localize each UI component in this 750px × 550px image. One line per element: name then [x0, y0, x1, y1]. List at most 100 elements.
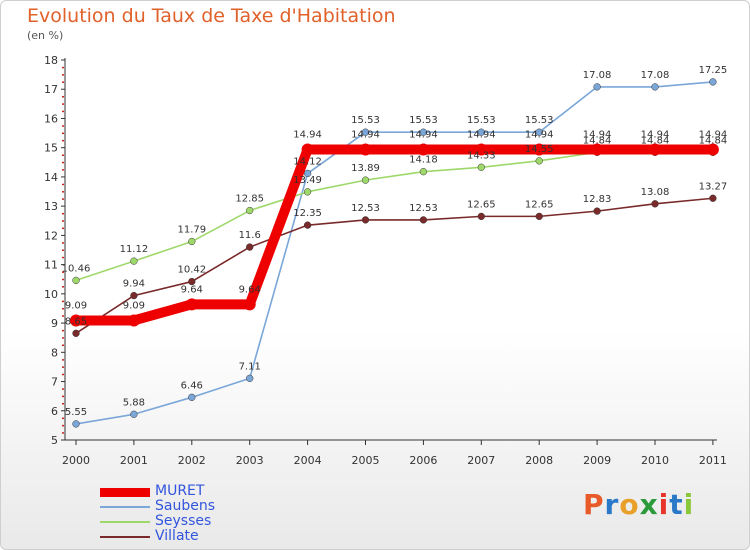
line-chart: 5 6 7 8 9 10 11 12 13 14 15 16 17 18 2000 2001 2002 2003 2… — [44, 54, 728, 467]
x-tick-label: 2003 — [236, 454, 264, 467]
data-label: 14.18 — [409, 155, 438, 166]
y-minor-tick — [62, 300, 64, 303]
data-label: 15.53 — [525, 115, 554, 126]
y-minor-tick — [62, 286, 64, 288]
data-label: 13.89 — [351, 163, 380, 174]
data-point — [475, 143, 488, 156]
y-minor-tick — [62, 220, 64, 222]
data-point — [361, 128, 370, 136]
y-minor-tick — [62, 74, 64, 76]
data-label: 15.53 — [467, 115, 496, 126]
y-minor-tick — [62, 307, 64, 310]
y-minor-tick — [62, 337, 64, 339]
x-tick-label: 2000 — [62, 454, 90, 467]
data-point — [303, 221, 312, 229]
data-label: 14.94 — [409, 129, 438, 140]
data-point — [130, 257, 138, 265]
y-tick-label: 14 — [44, 171, 58, 184]
data-label: 9.09 — [123, 300, 145, 311]
y-minor-tick — [62, 227, 64, 230]
legend-swatch — [100, 521, 150, 523]
data-point — [709, 194, 717, 202]
y-minor-tick — [62, 96, 64, 98]
data-label: 6.46 — [181, 380, 203, 391]
data-label: 17.08 — [583, 70, 612, 81]
y-minor-tick — [62, 278, 64, 281]
y-minor-tick — [62, 81, 64, 83]
y-tick-label: 17 — [44, 83, 58, 96]
data-label: 5.88 — [123, 397, 145, 408]
data-label: 13.27 — [699, 181, 728, 192]
y-minor-tick — [62, 344, 64, 346]
data-point — [419, 216, 428, 224]
data-label: 7.11 — [239, 361, 261, 372]
y-tick-label: 12 — [44, 229, 58, 242]
data-label: 17.08 — [641, 70, 670, 81]
legend-label: Villate — [155, 528, 199, 544]
x-tick-label: 2009 — [583, 454, 611, 467]
y-minor-tick — [62, 373, 64, 376]
logo-letter: r — [604, 488, 620, 521]
y-tick-label: 7 — [51, 376, 58, 389]
y-minor-tick — [62, 271, 64, 273]
y-minor-tick — [62, 169, 64, 171]
x-tick-label: 2006 — [409, 454, 437, 467]
y-minor-tick — [62, 132, 64, 135]
data-label: 13.49 — [293, 175, 322, 186]
y-minor-tick — [62, 359, 64, 361]
y-tick-label: 15 — [44, 142, 58, 155]
y-tick-label: 16 — [44, 112, 58, 125]
y-minor-tick — [62, 154, 64, 156]
y-minor-tick — [62, 125, 64, 127]
data-label: 8.65 — [65, 316, 87, 327]
data-point — [185, 298, 198, 311]
data-point — [535, 157, 543, 165]
data-point — [477, 128, 485, 136]
data-point — [303, 169, 312, 178]
data-point — [246, 206, 254, 215]
data-label: 10.42 — [177, 265, 206, 276]
data-label: 9.94 — [123, 279, 145, 290]
data-point — [72, 420, 80, 428]
data-label: 15.53 — [409, 115, 438, 126]
data-label: 14.33 — [467, 150, 496, 161]
y-minor-tick — [62, 417, 64, 420]
y-minor-tick — [62, 161, 64, 164]
series-line-muret — [71, 144, 718, 326]
y-minor-tick — [62, 103, 64, 105]
data-label: 11.6 — [239, 230, 261, 241]
y-tick-label: 13 — [44, 200, 58, 213]
data-point — [651, 200, 659, 208]
data-label: 14.55 — [525, 144, 554, 155]
data-label: 10.46 — [62, 263, 91, 274]
legend-swatch — [100, 536, 150, 538]
data-point — [301, 143, 314, 156]
data-point — [706, 143, 719, 156]
y-tick-label: 18 — [44, 54, 58, 67]
data-label: 14.84 — [583, 135, 612, 146]
y-minor-tick — [62, 315, 64, 317]
data-point — [593, 83, 601, 91]
data-point — [188, 393, 196, 401]
y-minor-tick — [62, 242, 64, 244]
x-tick-label: 2007 — [467, 454, 495, 467]
data-point — [72, 276, 80, 285]
legend-swatch — [100, 487, 150, 497]
x-tick-label: 2011 — [699, 454, 727, 467]
legend-label: Seysses — [155, 513, 212, 529]
logo-letter: o — [619, 488, 640, 521]
data-label: 13.08 — [641, 187, 670, 198]
data-point — [593, 207, 601, 215]
data-point — [419, 128, 428, 136]
data-label: 14.94 — [641, 129, 670, 140]
data-point — [243, 298, 256, 311]
y-minor-tick — [62, 402, 64, 405]
series-line-villate — [75, 197, 714, 335]
y-minor-tick — [62, 424, 64, 427]
data-point — [246, 374, 254, 382]
data-label: 14.94 — [699, 129, 728, 140]
y-minor-tick — [62, 66, 64, 69]
proxiti-logo: Proxiti — [583, 488, 694, 521]
x-tick-label: 2008 — [525, 454, 553, 467]
